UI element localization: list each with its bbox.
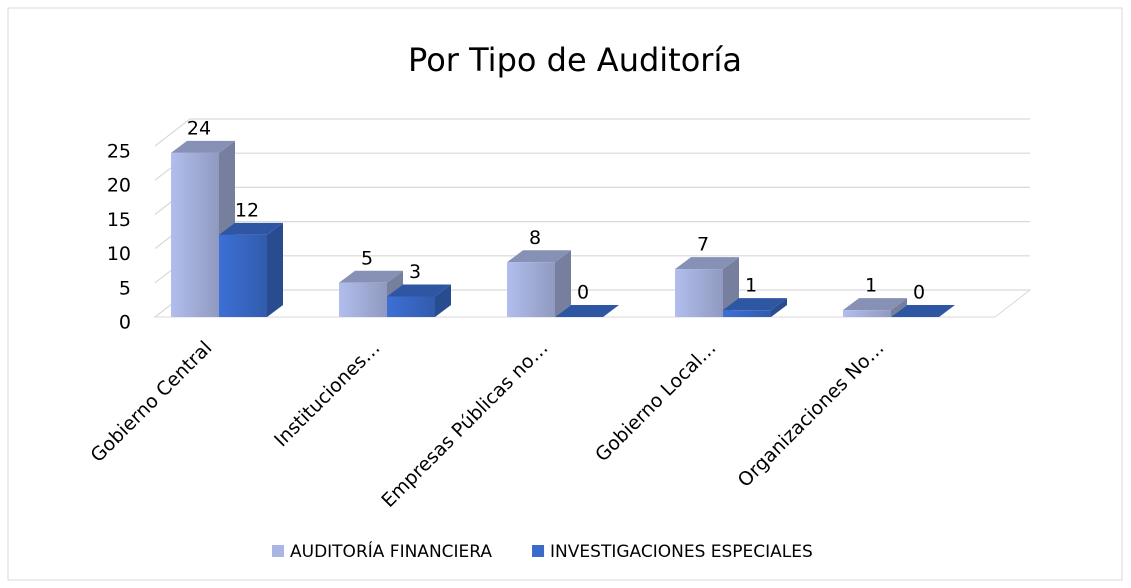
bar-side bbox=[555, 250, 571, 317]
bar-top bbox=[339, 270, 403, 283]
bar-side bbox=[891, 298, 907, 317]
bar bbox=[339, 282, 387, 317]
data-label: 3 bbox=[409, 261, 421, 283]
data-label: 8 bbox=[529, 227, 541, 249]
bar-side bbox=[267, 222, 283, 317]
data-label: 0 bbox=[913, 282, 925, 304]
bar-top bbox=[219, 222, 283, 235]
bar bbox=[219, 234, 267, 317]
legend-label: INVESTIGACIONES ESPECIALES bbox=[550, 542, 813, 562]
y-tick-label: 20 bbox=[107, 175, 131, 197]
y-tick-label: 0 bbox=[119, 312, 131, 334]
data-label: 0 bbox=[577, 282, 589, 304]
data-label: 1 bbox=[865, 275, 877, 297]
bar-top bbox=[387, 284, 451, 297]
data-label: 5 bbox=[361, 247, 373, 269]
bar bbox=[675, 269, 723, 317]
legend-label: AUDITORÍA FINANCIERA bbox=[290, 540, 492, 562]
y-tick-label: 25 bbox=[107, 141, 131, 163]
bar-top bbox=[843, 298, 907, 311]
data-label: 1 bbox=[745, 275, 757, 297]
data-label: 24 bbox=[187, 117, 211, 139]
bar bbox=[387, 296, 435, 317]
grid-line bbox=[154, 118, 1030, 147]
y-tick-label: 5 bbox=[119, 277, 131, 299]
y-tick-label: 15 bbox=[107, 209, 131, 231]
legend-swatch bbox=[532, 545, 545, 557]
bar-top bbox=[507, 250, 571, 263]
bar-top bbox=[171, 140, 235, 153]
bar-side bbox=[771, 298, 787, 317]
bar-top bbox=[723, 298, 787, 311]
bar bbox=[171, 152, 219, 317]
bar bbox=[843, 310, 891, 317]
bar bbox=[507, 262, 555, 317]
data-label: 7 bbox=[697, 234, 709, 256]
bar bbox=[723, 310, 771, 317]
bar-top bbox=[555, 305, 619, 317]
bar-top bbox=[891, 305, 955, 317]
bar-top bbox=[675, 257, 739, 270]
chart-title: Por Tipo de Auditoría bbox=[408, 41, 742, 79]
legend-swatch bbox=[272, 545, 284, 557]
y-tick-label: 10 bbox=[107, 243, 131, 265]
data-label: 12 bbox=[235, 199, 259, 221]
bar-side bbox=[435, 284, 451, 317]
